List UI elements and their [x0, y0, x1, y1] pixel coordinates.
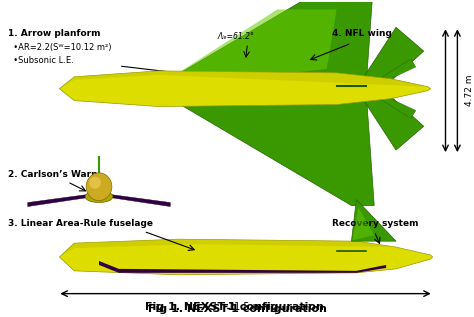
Polygon shape [104, 194, 170, 206]
Ellipse shape [89, 177, 101, 189]
Text: Recovery system: Recovery system [332, 219, 418, 228]
Text: Fig 1. NEXST-1 configuration: Fig 1. NEXST-1 configuration [145, 302, 324, 313]
Text: 4.72 m: 4.72 m [465, 75, 474, 107]
Polygon shape [376, 59, 416, 81]
Polygon shape [99, 261, 386, 273]
Text: •Subsonic L.E.: •Subsonic L.E. [8, 56, 73, 65]
Polygon shape [361, 97, 424, 150]
Polygon shape [59, 71, 431, 107]
Text: Λₗₑ=61.2°: Λₗₑ=61.2° [218, 32, 255, 41]
Polygon shape [376, 97, 416, 119]
Polygon shape [353, 208, 374, 240]
Text: 3. Linear Area-Rule fuselage: 3. Linear Area-Rule fuselage [8, 219, 153, 228]
Text: 11.5 m: 11.5 m [228, 301, 263, 312]
Polygon shape [154, 10, 337, 89]
Polygon shape [154, 0, 374, 205]
Ellipse shape [85, 191, 113, 203]
Text: Λₗₑ=66°: Λₗₑ=66° [164, 78, 193, 87]
Polygon shape [59, 239, 396, 257]
Polygon shape [59, 239, 433, 275]
Polygon shape [361, 27, 424, 81]
Text: Fig 1. NEXST-1 configuration: Fig 1. NEXST-1 configuration [147, 304, 327, 314]
Text: •AR=2.2(Sᵂ=10.12 m²): •AR=2.2(Sᵂ=10.12 m²) [8, 43, 111, 52]
Polygon shape [351, 200, 396, 241]
Text: 4. NFL wing: 4. NFL wing [332, 29, 392, 38]
Text: 1. Arrow planform: 1. Arrow planform [8, 29, 100, 38]
Ellipse shape [86, 173, 112, 201]
Polygon shape [59, 71, 428, 89]
Polygon shape [27, 194, 94, 206]
Text: 2. Carlson’s Warp: 2. Carlson’s Warp [8, 170, 98, 179]
